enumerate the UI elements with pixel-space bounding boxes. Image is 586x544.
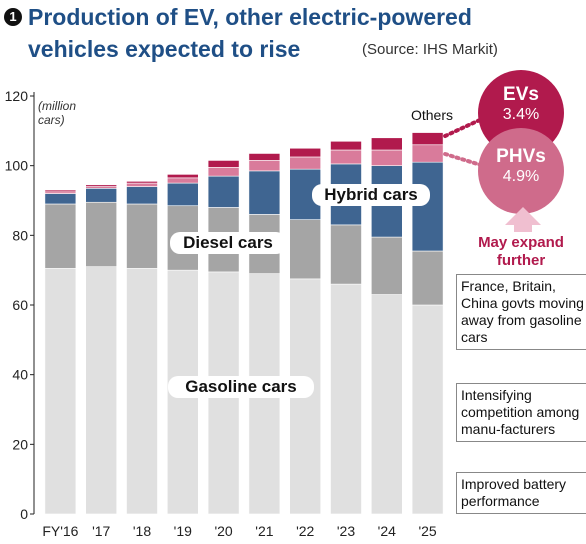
bar-phvs-5	[248, 160, 281, 172]
bar-phvs-6	[289, 156, 322, 170]
bar-gasoline-cars-8	[370, 294, 403, 515]
bar-diesel-cars-7	[330, 224, 362, 285]
bar-hybrid-cars-9	[411, 161, 444, 252]
annotation-others: Others	[411, 107, 453, 123]
x-tick-label-0: FY'16	[42, 523, 78, 539]
chart-source: (Source: IHS Markit)	[362, 41, 498, 58]
up-arrow-stem	[514, 224, 532, 232]
x-tick-label-8: '24	[378, 523, 396, 539]
bar-gasoline-cars-7	[330, 283, 362, 515]
bar-hybrid-cars-1	[85, 188, 117, 203]
bar-evs-4	[207, 160, 240, 168]
bar-gasoline-cars-1	[85, 266, 117, 515]
reason-box-competition: Intensifying competition among manu-fact…	[456, 383, 586, 442]
ev-percent: 3.4%	[502, 106, 540, 123]
bar-phvs-9	[411, 144, 444, 163]
bar-hybrid-cars-2	[126, 186, 158, 205]
bar-evs-2	[126, 181, 158, 184]
bar-evs-3	[167, 174, 199, 179]
bar-gasoline-cars-2	[126, 268, 158, 515]
bar-phvs-2	[126, 182, 158, 187]
annotation-gasoline: Gasoline cars	[185, 377, 297, 396]
phv-leader-line	[443, 152, 486, 168]
bar-phvs-3	[167, 177, 199, 184]
bar-gasoline-cars-9	[411, 304, 444, 515]
y-tick-label-40: 40	[12, 367, 28, 383]
y-tick-label-100: 100	[5, 158, 29, 174]
reason-box-battery: Improved battery performance	[456, 472, 586, 514]
bar-diesel-cars-0	[44, 203, 77, 269]
bar-phvs-8	[370, 149, 403, 166]
bar-diesel-cars-8	[370, 236, 403, 295]
bar-evs-5	[248, 153, 281, 161]
annotation-diesel: Diesel cars	[183, 233, 273, 252]
phv-label: PHVs	[496, 146, 546, 167]
bar-hybrid-cars-5	[248, 170, 281, 215]
annotation-hybrid: Hybrid cars	[324, 185, 418, 204]
figure-number-badge: 1	[4, 8, 22, 26]
expand-line1: May expand	[478, 234, 564, 251]
y-axis-label-line2: cars)	[38, 113, 65, 127]
bar-hybrid-cars-4	[207, 175, 240, 208]
up-arrow-icon	[505, 207, 541, 225]
annotation-hybrid-plate	[312, 184, 430, 206]
x-tick-label-3: '19	[174, 523, 192, 539]
bar-evs-0	[44, 189, 77, 193]
x-tick-label-4: '20	[214, 523, 232, 539]
ev-label: EVs	[503, 84, 539, 105]
phv-percent: 4.9%	[502, 168, 540, 185]
expand-line2: further	[496, 252, 546, 269]
y-tick-label-80: 80	[12, 227, 28, 243]
bar-evs-1	[85, 184, 117, 187]
bar-hybrid-cars-3	[167, 182, 199, 207]
bar-diesel-cars-2	[126, 203, 158, 269]
annotation-gasoline-plate	[168, 376, 314, 398]
ev-leader-line	[443, 116, 486, 138]
bar-evs-8	[370, 137, 403, 151]
x-tick-label-9: '25	[418, 523, 436, 539]
bar-phvs-4	[207, 167, 240, 177]
expand-note: May expand further	[456, 234, 586, 270]
x-tick-label-5: '21	[255, 523, 273, 539]
y-tick-label-20: 20	[12, 436, 28, 452]
phv-share-circle: PHVs 4.9%	[478, 128, 564, 214]
bar-gasoline-cars-0	[44, 268, 77, 515]
bar-diesel-cars-6	[289, 219, 322, 280]
bar-evs-7	[330, 140, 362, 151]
bar-phvs-7	[330, 149, 362, 165]
chart-title-line1: Production of EV, other electric-powered	[28, 4, 472, 30]
bar-hybrid-cars-0	[44, 193, 77, 205]
y-tick-label-0: 0	[20, 506, 28, 522]
x-tick-label-7: '23	[337, 523, 355, 539]
y-axis-label-line1: (million	[38, 99, 76, 113]
chart-title-line2: vehicles expected to rise	[28, 36, 301, 62]
x-tick-label-6: '22	[296, 523, 314, 539]
bar-evs-6	[289, 147, 322, 158]
x-tick-label-1: '17	[92, 523, 110, 539]
bar-evs-9	[411, 132, 444, 146]
x-tick-label-2: '18	[133, 523, 151, 539]
y-tick-label-60: 60	[12, 297, 28, 313]
reason-box-policy: France, Britain, China govts moving away…	[456, 274, 586, 350]
annotation-diesel-plate	[170, 232, 286, 254]
y-tick-label-120: 120	[5, 88, 29, 104]
bar-diesel-cars-9	[411, 250, 444, 306]
bar-diesel-cars-1	[85, 201, 117, 267]
